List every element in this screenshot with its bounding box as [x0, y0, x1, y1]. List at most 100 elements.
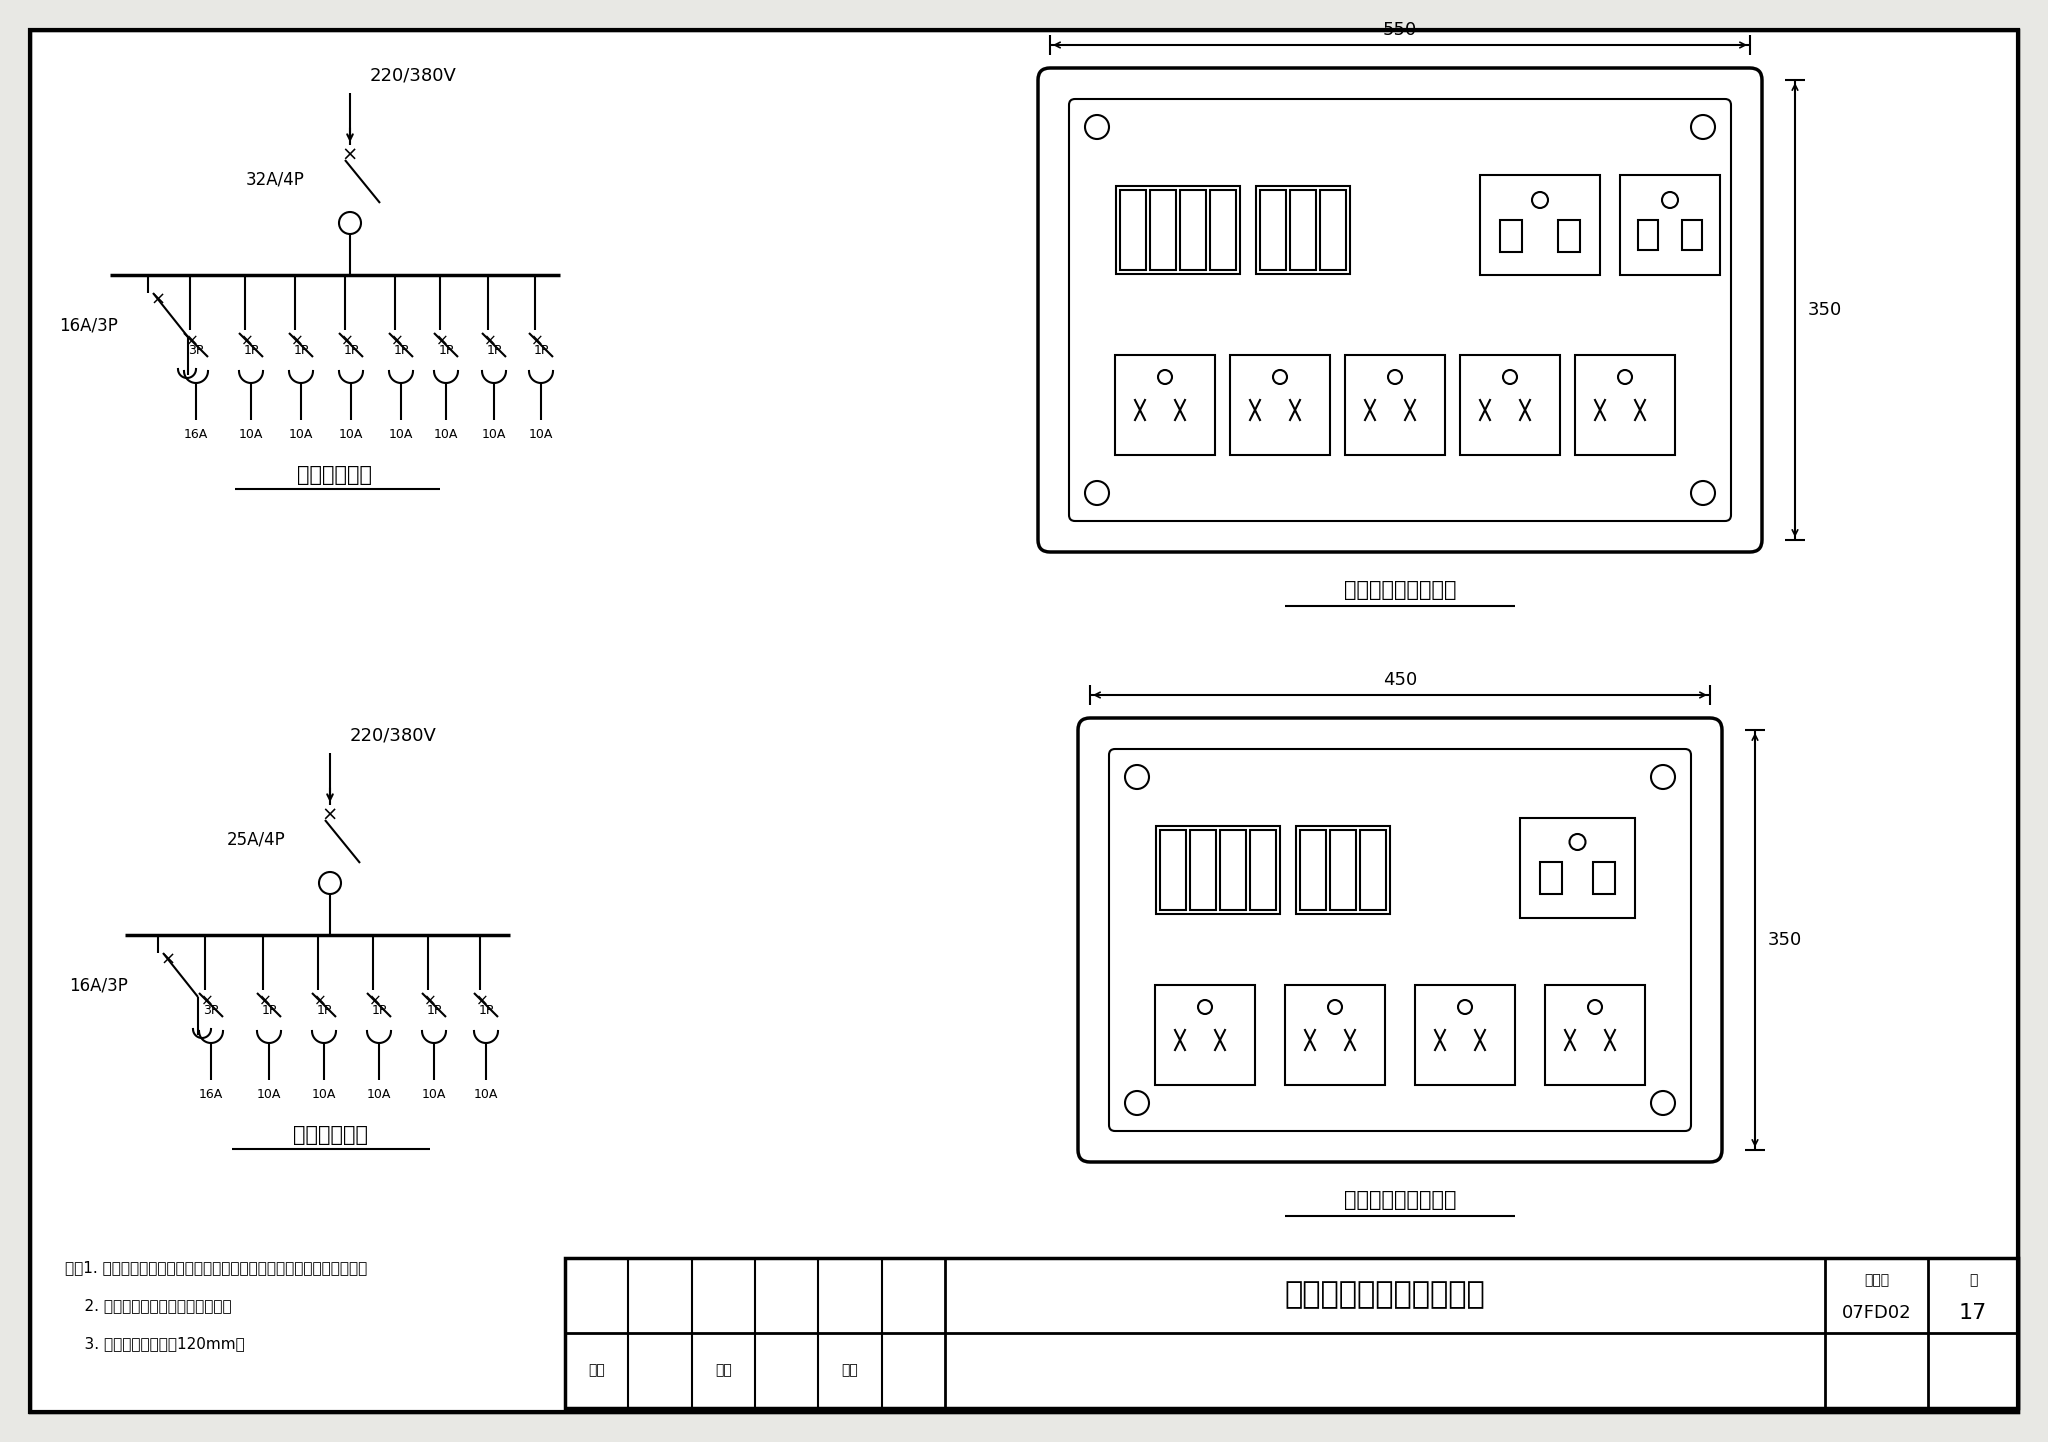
- Bar: [1520, 818, 1634, 919]
- Text: 17: 17: [1958, 1304, 1987, 1322]
- Text: 07FD02: 07FD02: [1841, 1304, 1911, 1322]
- Text: 1P: 1P: [371, 1004, 387, 1017]
- FancyBboxPatch shape: [1038, 68, 1761, 552]
- Bar: [1159, 831, 1186, 910]
- Text: 设计: 设计: [842, 1363, 858, 1377]
- Text: 10A: 10A: [434, 428, 459, 441]
- Text: 3. 插座箱体参考厚度120mm。: 3. 插座箱体参考厚度120mm。: [66, 1337, 246, 1351]
- Bar: [1231, 355, 1329, 456]
- Circle shape: [340, 212, 360, 234]
- Bar: [1190, 831, 1217, 910]
- Text: 550: 550: [1382, 22, 1417, 39]
- Text: ×: ×: [369, 994, 381, 1008]
- Text: ×: ×: [342, 146, 358, 164]
- Circle shape: [1587, 999, 1602, 1014]
- Text: 10A: 10A: [256, 1089, 281, 1102]
- Text: ×: ×: [313, 994, 326, 1008]
- Circle shape: [1663, 192, 1677, 208]
- Circle shape: [1651, 766, 1675, 789]
- Text: 10A: 10A: [311, 1089, 336, 1102]
- Circle shape: [1198, 999, 1212, 1014]
- Text: 1P: 1P: [479, 1004, 494, 1017]
- Text: ×: ×: [424, 994, 436, 1008]
- Text: 16A: 16A: [199, 1089, 223, 1102]
- Bar: [1681, 221, 1702, 249]
- Text: 25A/4P: 25A/4P: [225, 831, 285, 849]
- Bar: [1575, 355, 1675, 456]
- Bar: [1116, 186, 1239, 274]
- Text: 3P: 3P: [203, 1004, 219, 1017]
- Text: 防化值班室插座箱布置图: 防化值班室插座箱布置图: [1284, 1280, 1485, 1309]
- FancyBboxPatch shape: [1077, 718, 1722, 1162]
- Bar: [565, 1257, 2017, 1407]
- Bar: [1249, 831, 1276, 910]
- Text: 1P: 1P: [393, 343, 410, 356]
- Text: ×: ×: [475, 994, 487, 1008]
- Text: ×: ×: [322, 806, 338, 825]
- Circle shape: [1085, 115, 1110, 138]
- Bar: [1120, 190, 1147, 270]
- Circle shape: [1618, 371, 1632, 384]
- FancyBboxPatch shape: [1110, 748, 1692, 1131]
- Text: 220/380V: 220/380V: [371, 66, 457, 84]
- Bar: [1284, 985, 1384, 1084]
- Text: 1P: 1P: [293, 343, 309, 356]
- Text: 3P: 3P: [188, 343, 203, 356]
- Text: 图集号: 图集号: [1864, 1273, 1888, 1288]
- Text: ×: ×: [201, 994, 213, 1008]
- Bar: [1329, 831, 1356, 910]
- Text: 350: 350: [1808, 301, 1841, 319]
- Text: 1P: 1P: [315, 1004, 332, 1017]
- Bar: [1155, 985, 1255, 1084]
- Text: 350: 350: [1767, 932, 1802, 949]
- Text: 10A: 10A: [389, 428, 414, 441]
- Text: 10A: 10A: [289, 428, 313, 441]
- Text: 校对: 校对: [715, 1363, 731, 1377]
- Text: 2. 方案二适用于二等人员掩蔽所。: 2. 方案二适用于二等人员掩蔽所。: [66, 1298, 231, 1314]
- Text: 插座箱方案一布置图: 插座箱方案一布置图: [1343, 580, 1456, 600]
- Text: 1P: 1P: [262, 1004, 276, 1017]
- Circle shape: [1085, 482, 1110, 505]
- Bar: [1260, 190, 1286, 270]
- Circle shape: [1651, 1092, 1675, 1115]
- Bar: [1296, 826, 1391, 914]
- Circle shape: [1503, 371, 1518, 384]
- Bar: [1360, 831, 1386, 910]
- Text: ×: ×: [291, 333, 303, 349]
- Bar: [1346, 355, 1446, 456]
- Text: 16A/3P: 16A/3P: [70, 976, 127, 994]
- FancyBboxPatch shape: [1069, 99, 1731, 521]
- Bar: [1559, 221, 1579, 252]
- Circle shape: [1124, 1092, 1149, 1115]
- Text: 1P: 1P: [532, 343, 549, 356]
- Text: 1P: 1P: [426, 1004, 442, 1017]
- Circle shape: [1532, 192, 1548, 208]
- Bar: [1290, 190, 1317, 270]
- Circle shape: [1692, 482, 1714, 505]
- Text: ×: ×: [240, 333, 254, 349]
- Text: 16A/3P: 16A/3P: [59, 316, 119, 335]
- Text: 页: 页: [1968, 1273, 1976, 1288]
- Text: 10A: 10A: [422, 1089, 446, 1102]
- Circle shape: [1327, 999, 1341, 1014]
- Bar: [1540, 862, 1563, 894]
- Text: ×: ×: [391, 333, 403, 349]
- Text: 220/380V: 220/380V: [350, 725, 436, 744]
- Bar: [1114, 355, 1214, 456]
- Text: ×: ×: [186, 333, 199, 349]
- Text: 10A: 10A: [338, 428, 362, 441]
- Bar: [1544, 985, 1645, 1084]
- Text: 插座箱方案二: 插座箱方案二: [293, 1125, 367, 1145]
- Bar: [1210, 190, 1237, 270]
- Circle shape: [319, 872, 342, 894]
- Text: 450: 450: [1382, 671, 1417, 689]
- Bar: [1481, 174, 1599, 275]
- Text: 审核: 审核: [588, 1363, 604, 1377]
- Text: ×: ×: [530, 333, 543, 349]
- Text: ×: ×: [483, 333, 496, 349]
- Bar: [1155, 826, 1280, 914]
- Text: 1P: 1P: [344, 343, 358, 356]
- Text: 1P: 1P: [244, 343, 258, 356]
- Text: ×: ×: [258, 994, 272, 1008]
- Circle shape: [1569, 833, 1585, 849]
